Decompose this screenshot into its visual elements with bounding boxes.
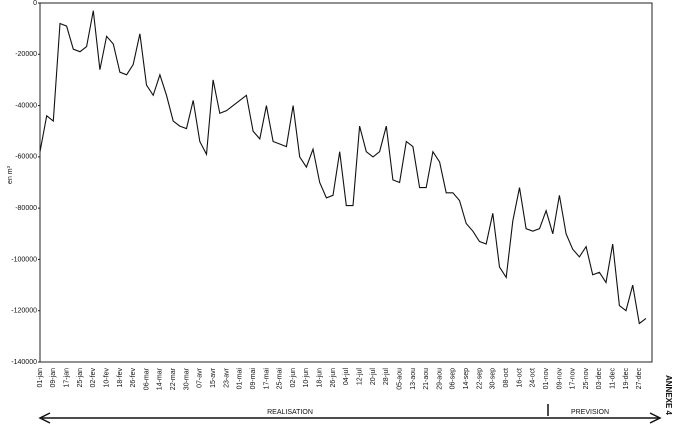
x-tick-label: 02-jun [290,368,297,388]
x-tick-label: 20-jul [370,368,377,386]
x-tick-label: 25-nov [583,368,590,390]
x-tick-label: 22-sep [476,368,483,390]
x-tick-label: 15-avr [210,367,217,388]
y-tick-label: 0 [33,0,37,7]
y-tick-label: -20000 [15,51,37,58]
annex-label: ANNEXE 4 [664,375,673,416]
x-tick-label: 01-mai [237,368,244,390]
x-tick-label: 10-jun [303,368,310,388]
x-tick-label: 08-oct [503,368,510,388]
x-tick-label: 26-jun [330,368,337,388]
x-tick-label: 09-nov [556,368,563,390]
prevision-label: PREVISION [571,409,609,416]
x-tick-label: 30-sep [490,368,497,390]
x-tick-label: 25-jan [77,368,84,388]
x-tick-label: 06-sep [450,368,457,390]
x-tick-label: 17-mai [263,368,270,390]
x-tick-label: 16-oct [516,368,523,388]
arrow-heads [38,412,662,424]
series-line [39,10,647,325]
y-axis-label: en m³ [7,165,14,184]
realisation-label: REALISATION [267,409,313,416]
x-tick-label: 29-aou [436,368,443,390]
x-tick-label: 01-jan [37,368,44,388]
x-tick-label: 07-avr [197,367,204,388]
x-tick-label: 02-fev [90,368,97,388]
x-tick-label: 04-jul [343,368,350,386]
x-tick-label: 18-fev [117,368,124,388]
x-tick-label: 21-aou [423,368,430,390]
x-tick-label: 09-jan [50,368,57,388]
y-tick-label: -60000 [15,154,37,161]
x-tick-label: 19-dec [623,368,630,390]
x-tick-label: 24-oct [530,368,537,388]
x-tick-label: 28-jul [383,368,390,386]
x-tick-label: 17-jan [63,368,70,388]
x-tick-label: 05-aou [396,368,403,390]
x-tick-label: 14-mar [157,367,164,390]
x-tick-label: 03-dec [596,368,603,390]
x-tick-label: 26-fev [130,368,137,388]
plot-frame [39,2,653,363]
x-tick-label: 09-mai [250,368,257,390]
x-tick-label: 30-mar [183,367,190,390]
x-tick-label: 25-mai [277,368,284,390]
x-tick-label: 23-avr [223,367,230,388]
y-tick-label: -120000 [11,308,37,315]
x-tick-label: 27-dec [636,368,643,390]
x-tick-label: 06-mar [143,367,150,390]
x-tick-label: 10-fev [103,368,110,388]
y-tick-label: -100000 [11,256,37,263]
x-tick-label: 17-nov [570,368,577,390]
x-tick-label: 01-nov [543,368,550,390]
x-tick-label: 14-sep [463,368,470,390]
y-tick-label: -140000 [11,359,37,366]
x-tick-label: 22-mar [170,367,177,390]
y-tick-label: -40000 [15,102,37,109]
y-tick-label: -80000 [15,205,37,212]
x-tick-label: 11-dec [610,368,617,389]
x-tick-label: 12-jul [356,368,363,386]
x-tick-label: 18-jun [317,368,324,388]
x-tick-label: 13-aou [410,368,417,390]
